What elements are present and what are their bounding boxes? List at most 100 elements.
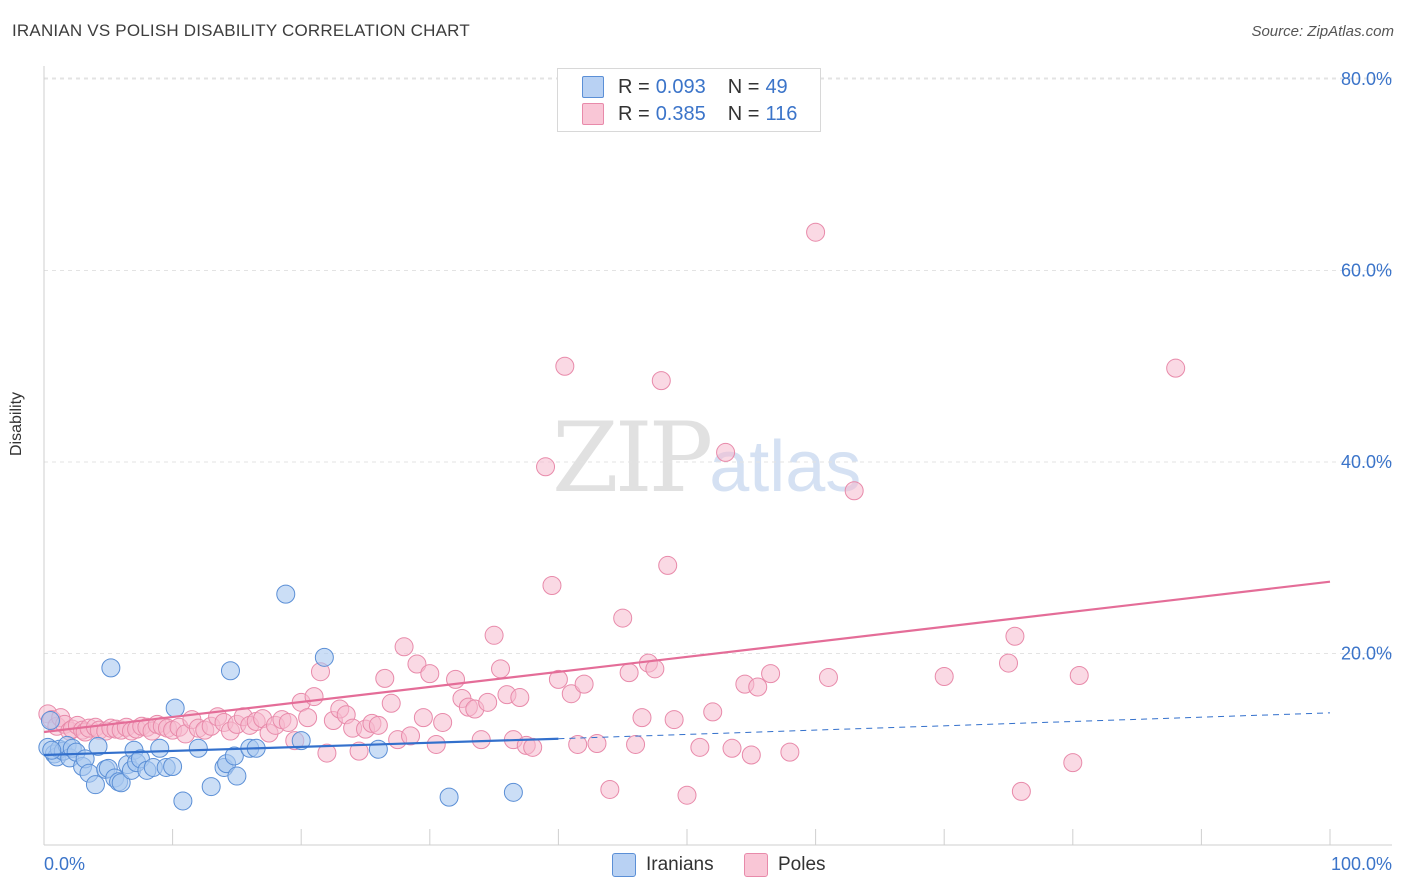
iranians-point [368,739,388,759]
iranians-points [38,584,523,811]
poles-point [934,666,954,686]
poles-points [38,222,1186,805]
iranians-point [40,711,60,731]
legend-n-value: 49 [765,75,788,98]
poles-point [413,708,433,728]
iranians-point [101,658,121,678]
chart-title: IRANIAN VS POLISH DISABILITY CORRELATION… [12,21,470,40]
legend-swatch-pink [582,103,604,125]
iranians-point [188,738,208,758]
poles-point [317,743,337,763]
poles-point [741,745,761,765]
poles-point [548,669,568,689]
iranians-point [165,698,185,718]
poles-point [510,688,530,708]
poles-point [304,687,324,707]
iranians-point [439,787,459,807]
poles-point [394,637,414,657]
zipatlas-watermark: ZIPatlas [552,402,861,514]
poles-point [420,664,440,684]
iranians-point [42,740,62,760]
poles-point [587,734,607,754]
iranians-point [224,746,244,766]
iranians-point [150,738,170,758]
poles-point [381,693,401,713]
poles-point [375,668,395,688]
poles-trend-line [43,580,1331,734]
chart-source: Source: ZipAtlas.com [1251,23,1394,40]
y-tick-label: 80.0% [1341,69,1392,89]
x-tick-label: 0.0% [44,854,85,874]
poles-point [1005,626,1025,646]
poles-point [722,738,742,758]
poles-point [780,742,800,762]
legend-n-label: N = [727,75,760,98]
poles-point [658,555,678,575]
poles-point [613,608,633,628]
poles-point [626,734,646,754]
y-tick-label: 40.0% [1341,452,1392,472]
legend-r-label: R = [618,75,650,98]
iranians-trend-extension [558,712,1331,740]
iranians-point [201,777,221,797]
poles-point [1011,781,1031,801]
poles-point [806,222,826,242]
poles-point [999,653,1018,673]
iranians-point [291,731,311,751]
bottom-legend-poles: Poles [744,852,826,878]
iranians-point [173,791,193,811]
poles-point [664,710,684,730]
poles-point [471,730,491,750]
poles-point [349,741,369,761]
poles-point [561,684,581,704]
poles-point [536,457,556,477]
poles-point [690,737,710,757]
iranians-point [85,775,105,795]
poles-point [703,702,723,722]
iranians-point [88,736,108,756]
iranians-point [276,584,296,604]
poles-point [844,481,864,501]
poles-point [619,663,639,683]
trend-lines [43,580,1331,757]
y-axis-label: Disability [8,391,25,456]
bottom-legend-swatch-pink [744,853,768,877]
watermark-zip: ZIP [552,402,713,514]
poles-point [491,659,511,679]
poles-point [523,737,543,757]
poles-point [677,785,697,805]
correlation-legend: R = 0.093 N = 49 R = 0.385 N = 116 [557,68,821,132]
poles-point [484,625,504,645]
poles-point [748,677,768,697]
poles-point [1069,666,1089,686]
poles-point [600,779,620,799]
poles-point [298,708,318,728]
legend-swatch-blue [582,76,604,98]
poles-point [645,659,665,679]
iranians-point [111,773,131,793]
poles-point [401,726,421,746]
legend-row-poles: R = 0.385 N = 116 [582,102,797,126]
bottom-legend-iranians: Iranians [612,852,714,878]
watermark-atlas: atlas [709,427,862,507]
poles-point [716,442,736,462]
legend-r-value: 0.385 [655,102,706,125]
poles-point [761,664,781,684]
poles-point [651,371,671,391]
poles-point [426,734,446,754]
poles-point [407,654,427,674]
poles-point [555,356,575,376]
iranians-point [220,661,240,681]
poles-point [1063,753,1083,773]
poles-point [632,708,652,728]
poles-point [574,674,594,694]
legend-r-value: 0.093 [655,75,706,98]
iranians-point [163,756,183,776]
iranians-trend-line [43,737,559,757]
y-tick-label: 20.0% [1341,644,1392,664]
legend-n-value: 116 [765,102,798,125]
tick-labels: 20.0% 40.0% 60.0% 80.0% 0.0% 100.0% [44,69,1392,874]
iranians-point [227,766,247,786]
iranians-point [503,782,523,802]
